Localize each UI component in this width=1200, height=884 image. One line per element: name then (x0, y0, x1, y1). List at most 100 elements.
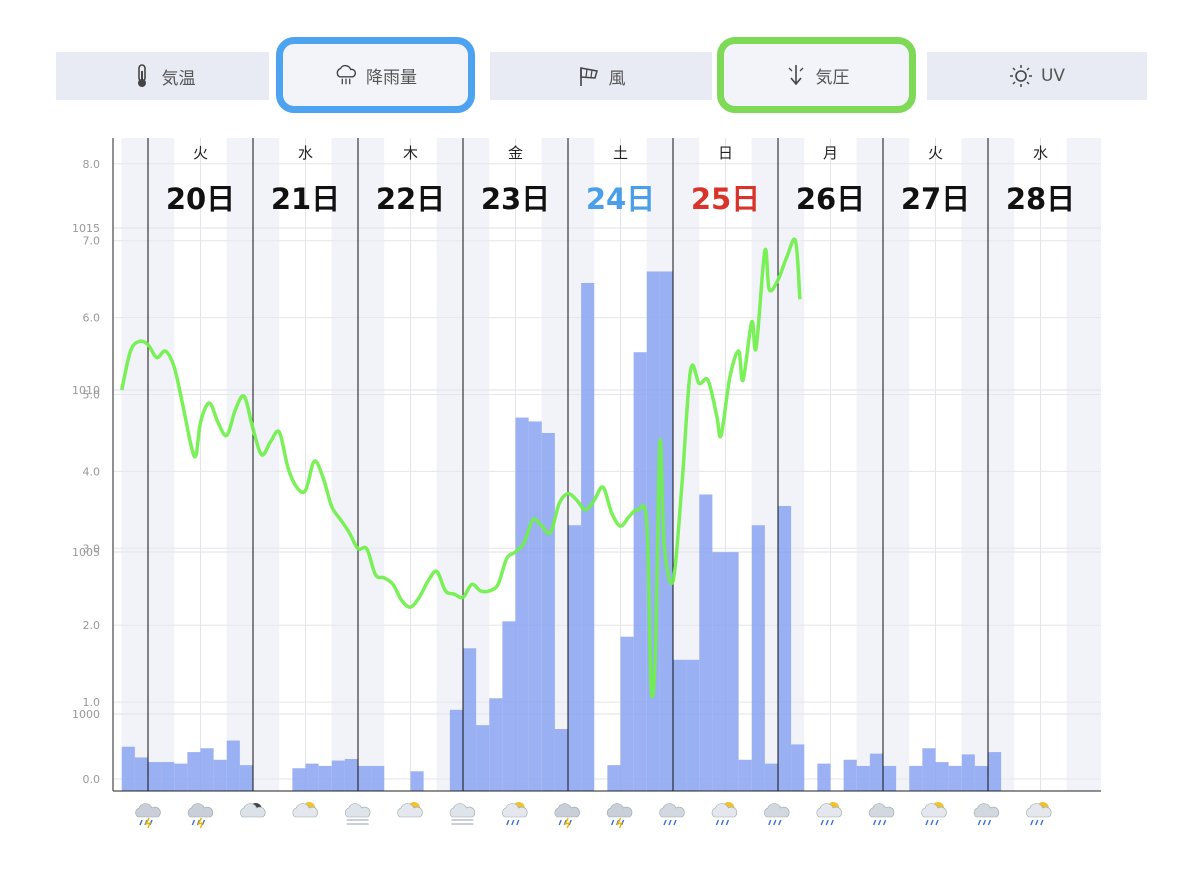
rain-bar (200, 748, 214, 791)
icon-raindrop (620, 819, 625, 826)
sun-icon (1009, 64, 1033, 88)
icon-cloud (606, 803, 633, 818)
rain-bar (344, 759, 358, 791)
icon-raindrop (149, 819, 153, 826)
rain-axis-tick: 6.0 (83, 312, 101, 325)
icon-raindrop (825, 819, 829, 826)
weather-icon-row (135, 802, 1052, 829)
tab-rainfall[interactable]: 降雨量 (276, 37, 475, 113)
icon-cloud (659, 803, 685, 818)
icon-cloud (397, 803, 423, 818)
icon-raindrop (1040, 819, 1044, 826)
icon-raindrop (820, 819, 824, 826)
date-label: 21日 (271, 182, 340, 216)
day-labels: 火 20日 水 21日 木 22日 金 23日 土 24日 日 25日 月 26日 火 27日 水 28日 (166, 144, 1075, 216)
icon-raindrop (511, 819, 515, 826)
rain-bar (358, 765, 372, 791)
tab-uv[interactable]: UV (927, 52, 1147, 100)
rain-bar (686, 659, 700, 791)
icon-cloud (973, 803, 1000, 818)
date-label: 23日 (481, 182, 550, 216)
date-label: 28日 (1006, 182, 1075, 216)
sun-rain-icon (502, 802, 528, 826)
icon-raindrop (768, 819, 772, 826)
tab-pressure-label: 気圧 (815, 67, 850, 88)
rain-bar (883, 765, 897, 791)
icon-raindrop (610, 819, 615, 826)
weekday-label: 火 (193, 144, 208, 162)
icon-raindrop (725, 819, 730, 826)
fog-icon (449, 803, 476, 825)
icon-raindrop (516, 819, 520, 826)
rain-bar (410, 771, 424, 791)
weekday-label: 火 (928, 144, 943, 162)
tab-temperature-label: 気温 (161, 68, 196, 89)
rain-bar (633, 352, 647, 791)
night-band (121, 138, 162, 791)
icon-cloud (711, 803, 738, 818)
cloud-rain-icon (764, 803, 790, 826)
rain-axis-tick: 1.0 (83, 696, 101, 709)
rain-bar (738, 759, 752, 791)
icon-raindrop (882, 819, 887, 826)
tab-pressure[interactable]: 気圧 (717, 37, 916, 113)
night-band (226, 138, 267, 791)
rain-bar (331, 760, 345, 791)
icon-raindrop (935, 819, 939, 826)
icon-cloud (816, 803, 842, 818)
sun-rain-icon (816, 802, 842, 826)
rain-bar (121, 746, 135, 791)
tab-wind[interactable]: 風 (490, 52, 712, 100)
weekday-label: 水 (1033, 144, 1048, 162)
rain-axis-tick: 8.0 (83, 158, 101, 171)
rain-bar (581, 282, 595, 791)
rain-bar (239, 765, 253, 791)
rain-bar (948, 765, 962, 791)
tab-temperature[interactable]: 気温 (56, 52, 269, 100)
rain-pressure-chart: 0.0 1.0 2.0 3.0 4.0 5.0 6.0 7.0 8.0 1000 1005 1010 1… (72, 138, 1101, 829)
weekday-label: 日 (718, 144, 733, 162)
icon-cloud (554, 803, 580, 818)
rain-bar (134, 757, 148, 791)
icon-raindrop (673, 819, 677, 826)
rain-axis-tick: 4.0 (83, 465, 101, 478)
moon-cloud-icon (240, 803, 266, 818)
icon-cloud (868, 803, 895, 818)
icon-raindrop (977, 819, 982, 826)
date-label: 24日 (586, 182, 655, 216)
icon-raindrop (778, 819, 782, 826)
icon-raindrop (663, 819, 667, 826)
rain-bar (988, 752, 1002, 791)
rain-axis-tick: 2.0 (83, 619, 101, 632)
rain-bar (554, 729, 568, 791)
rain-bar (161, 762, 175, 791)
day-separators (112, 138, 1101, 792)
rain-bar (974, 765, 988, 791)
fog-icon (344, 803, 371, 825)
rain-bar (305, 763, 319, 791)
rain-bar (843, 759, 857, 791)
icon-raindrop (872, 819, 877, 826)
icon-raindrop (191, 819, 196, 826)
date-label: 25日 (691, 182, 760, 216)
rain-bar (869, 753, 883, 791)
pressure-arrow-icon (784, 63, 808, 87)
weekday-label: 金 (508, 144, 523, 162)
rain-bar (174, 763, 188, 791)
metric-tab-bar: 気温 降雨量 風 気圧 UV (0, 0, 1200, 130)
tab-wind-label: 風 (608, 68, 626, 89)
icon-cloud (502, 803, 528, 818)
rain-bar (568, 525, 582, 791)
night-shading (121, 138, 1101, 791)
rain-bar (318, 765, 332, 791)
rain-bar (148, 762, 162, 791)
rain-bars (121, 271, 1002, 791)
icon-raindrop (568, 819, 572, 826)
icon-raindrop (930, 819, 934, 826)
icon-bolt (144, 817, 152, 829)
wind-sock-icon (577, 64, 601, 88)
icon-raindrop (1035, 819, 1039, 826)
rain-thunder-icon (554, 803, 580, 829)
pressure-axis-tick: 1015 (72, 222, 100, 235)
icon-bolt (616, 817, 623, 829)
